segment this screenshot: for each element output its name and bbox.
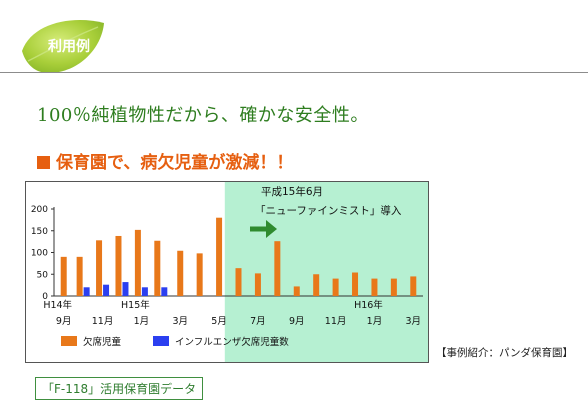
bar-absent — [76, 256, 83, 296]
y-tick-label: 200 — [31, 205, 48, 215]
annotation-line-1: 平成15年6月 — [261, 185, 323, 198]
bar-influenza — [161, 287, 168, 296]
x-tick-label: 3月 — [172, 316, 188, 327]
annotation-line-2: 「ニューファインミスト」導入 — [255, 204, 402, 217]
bar-absent — [332, 278, 339, 296]
data-tag: 「F-118」活用保育園データ — [35, 377, 204, 400]
x-tick-label: 9月 — [289, 316, 305, 327]
leaf-icon — [22, 20, 104, 74]
bar-absent — [115, 235, 122, 296]
headline: 100％純植物性だから、確かな安全性。 — [37, 105, 369, 126]
legend-swatch — [153, 336, 169, 346]
section-title: 保育園で、病欠児童が激減！！ — [37, 148, 293, 173]
x-year-label: H14年 — [43, 299, 72, 311]
x-tick-label: 9月 — [56, 316, 72, 327]
bar-absent — [96, 240, 103, 296]
bar-absent — [134, 229, 141, 296]
highlight-region — [224, 182, 428, 362]
y-tick-label: 50 — [37, 270, 49, 280]
bar-absent — [274, 241, 281, 296]
bar-absent — [60, 256, 67, 296]
bar-absent — [371, 278, 378, 296]
legend-label: 欠席児童 — [83, 336, 122, 348]
y-tick-label: 100 — [31, 249, 48, 259]
legend-swatch — [61, 336, 77, 346]
x-tick-label: 7月 — [250, 316, 266, 327]
section-label: 利用例 — [48, 39, 90, 55]
bar-absent — [390, 278, 397, 296]
bar-chart: 0 50 100 150 200 H14年 H15年 H16年 9月 11月 1月 3月 5月 7月 9月… — [25, 181, 429, 363]
section-title-text: 保育園で、病欠児童が激減！！ — [56, 153, 294, 173]
bar-absent — [254, 273, 261, 296]
bars — [60, 217, 417, 296]
x-axis: H14年 H15年 H16年 9月 11月 1月 3月 5月 7月 9月 11月 1月 3月 — [43, 299, 421, 327]
bar-absent — [410, 276, 417, 296]
bar-influenza — [83, 287, 90, 296]
bar-influenza — [141, 287, 148, 296]
bar-absent — [216, 217, 223, 296]
x-tick-label: 3月 — [406, 316, 422, 327]
bar-absent — [352, 272, 359, 296]
x-tick-label: 11月 — [325, 316, 347, 327]
bar-influenza — [103, 284, 110, 296]
x-tick-label: 1月 — [134, 316, 150, 327]
x-tick-label: 5月 — [211, 316, 227, 327]
y-tick-label: 0 — [42, 292, 48, 302]
bar-influenza — [122, 282, 129, 296]
bar-absent — [293, 286, 300, 296]
legend: 欠席児童 インフルエンザ欠席児童数 — [61, 336, 289, 348]
square-bullet-icon — [37, 156, 50, 169]
bar-absent — [235, 268, 242, 296]
legend-label: インフルエンザ欠席児童数 — [175, 336, 289, 348]
bar-absent — [313, 274, 320, 296]
source-note: 【事例紹介：パンダ保育園】 — [436, 347, 574, 359]
y-tick-label: 150 — [31, 227, 48, 237]
x-tick-label: 11月 — [92, 316, 114, 327]
x-year-label: H16年 — [354, 299, 383, 311]
arrow-icon — [250, 220, 277, 238]
bar-absent — [154, 240, 161, 296]
x-tick-label: 1月 — [367, 316, 383, 327]
x-year-label: H15年 — [121, 299, 150, 311]
bar-absent — [196, 253, 203, 296]
bar-absent — [177, 250, 184, 296]
header-divider — [0, 72, 588, 73]
